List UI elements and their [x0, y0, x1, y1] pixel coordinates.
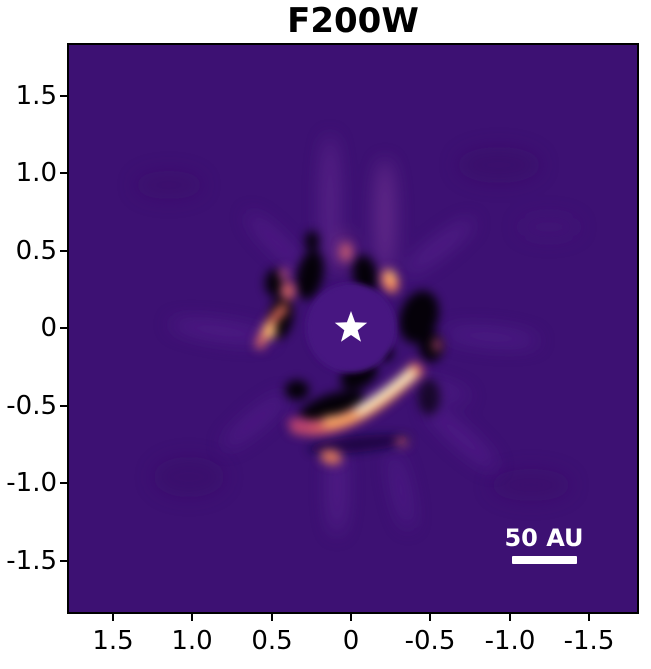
x-tick-label: -1.0	[484, 626, 536, 656]
y-tick-label: 1.5	[15, 81, 57, 111]
x-tick-mark	[271, 614, 273, 621]
star-marker-icon	[334, 311, 368, 342]
y-tick-mark	[60, 250, 67, 252]
y-tick-label: 0	[40, 313, 57, 343]
x-tick-label: 1.0	[171, 626, 213, 656]
y-tick-mark	[60, 560, 67, 562]
scale-bar-label: 50 AU	[504, 524, 583, 552]
x-tick-mark	[429, 614, 431, 621]
x-tick-mark	[112, 614, 114, 621]
y-tick-label: -0.5	[6, 391, 57, 421]
axes-area: 50 AU	[67, 43, 639, 614]
x-tick-label: 0.5	[251, 626, 293, 656]
x-tick-label: 0	[342, 626, 360, 656]
y-tick-label: 1.0	[15, 158, 57, 188]
x-tick-mark	[588, 614, 590, 621]
y-tick-mark	[60, 172, 67, 174]
south-speckle	[320, 449, 342, 465]
y-tick-label: 0.5	[15, 236, 57, 266]
y-tick-label: -1.0	[6, 468, 57, 498]
x-tick-label: -0.5	[404, 626, 456, 656]
y-tick-label: -1.5	[6, 546, 57, 576]
y-tick-mark	[60, 482, 67, 484]
y-tick-mark	[60, 95, 67, 97]
outer-mottling	[135, 147, 579, 501]
bright-speckles	[254, 243, 442, 465]
negative-residuals	[265, 231, 443, 454]
figure-title: F200W	[287, 1, 419, 41]
speckle-streaks	[169, 135, 539, 535]
coronagraphic-image: 50 AU	[69, 45, 637, 612]
y-tick-mark	[60, 327, 67, 329]
x-tick-mark	[509, 614, 511, 621]
x-tick-mark	[350, 614, 352, 621]
x-tick-label: -1.5	[563, 626, 615, 656]
x-tick-mark	[191, 614, 193, 621]
y-tick-mark	[60, 405, 67, 407]
x-tick-label: 1.5	[92, 626, 134, 656]
scale-bar	[512, 556, 577, 564]
disk-arc-core	[354, 368, 416, 415]
